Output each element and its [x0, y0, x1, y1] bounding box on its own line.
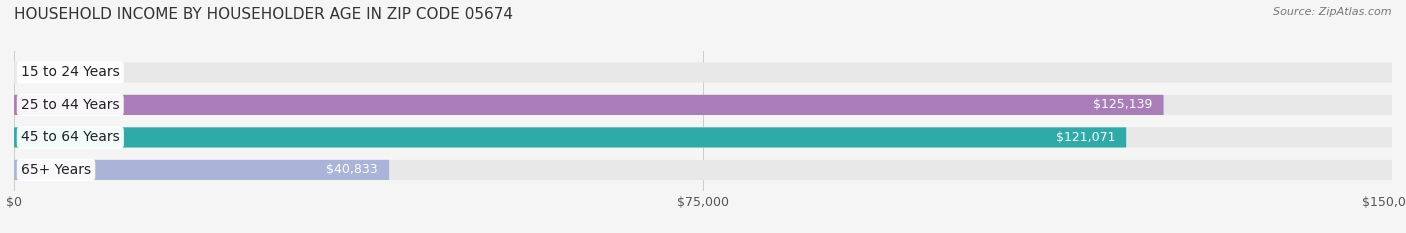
Text: $40,833: $40,833 — [326, 163, 378, 176]
FancyBboxPatch shape — [14, 127, 1392, 147]
Text: Source: ZipAtlas.com: Source: ZipAtlas.com — [1274, 7, 1392, 17]
Text: 45 to 64 Years: 45 to 64 Years — [21, 130, 120, 144]
Text: $0: $0 — [31, 66, 46, 79]
Text: 15 to 24 Years: 15 to 24 Years — [21, 65, 120, 79]
FancyBboxPatch shape — [14, 160, 389, 180]
FancyBboxPatch shape — [14, 95, 1164, 115]
FancyBboxPatch shape — [14, 62, 1392, 82]
FancyBboxPatch shape — [14, 95, 1392, 115]
Text: $125,139: $125,139 — [1094, 98, 1153, 111]
FancyBboxPatch shape — [14, 127, 1126, 147]
Text: $121,071: $121,071 — [1056, 131, 1115, 144]
Text: HOUSEHOLD INCOME BY HOUSEHOLDER AGE IN ZIP CODE 05674: HOUSEHOLD INCOME BY HOUSEHOLDER AGE IN Z… — [14, 7, 513, 22]
FancyBboxPatch shape — [14, 160, 1392, 180]
Text: 25 to 44 Years: 25 to 44 Years — [21, 98, 120, 112]
Text: 65+ Years: 65+ Years — [21, 163, 91, 177]
